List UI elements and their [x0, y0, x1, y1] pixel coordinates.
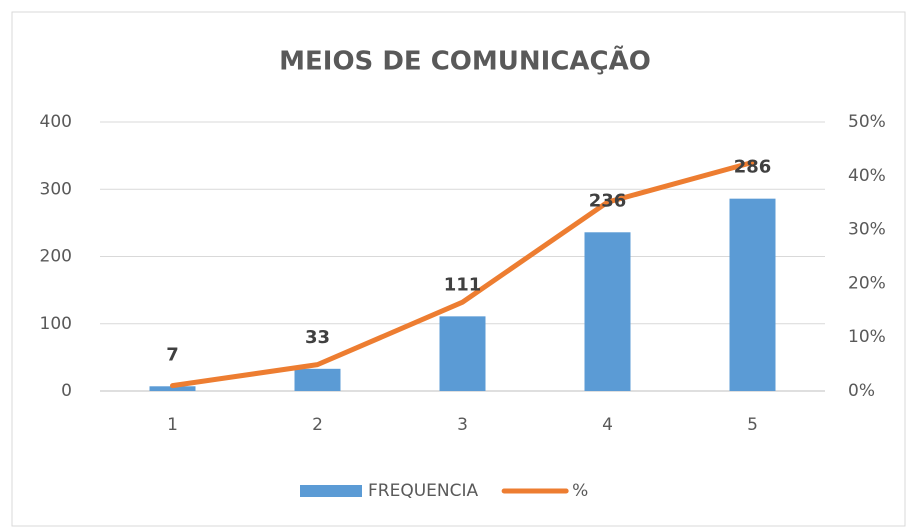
y2-tick-label: 0%	[848, 381, 875, 401]
bar	[729, 198, 776, 391]
legend-swatch	[300, 485, 362, 497]
y-tick-label: 200	[40, 247, 72, 267]
chart-title: MEIOS DE COMUNICAÇÃO	[279, 45, 651, 77]
x-tick-label: 2	[312, 415, 323, 435]
y-tick-label: 0	[61, 381, 72, 401]
x-tick-label: 1	[167, 415, 178, 435]
y-tick-label: 100	[40, 314, 72, 334]
y2-tick-label: 10%	[848, 327, 886, 347]
data-label: 236	[589, 190, 627, 211]
bar	[294, 368, 341, 391]
legend-label: %	[572, 481, 588, 501]
y2-tick-label: 30%	[848, 220, 886, 240]
x-tick-label: 3	[457, 415, 468, 435]
data-label: 111	[444, 274, 482, 295]
y2-tick-label: 40%	[848, 166, 886, 186]
bar	[584, 232, 631, 391]
data-label: 7	[166, 344, 179, 365]
data-label: 33	[305, 327, 330, 348]
data-label: 286	[734, 157, 772, 178]
x-tick-label: 5	[747, 415, 758, 435]
bar	[149, 386, 196, 391]
legend-label: FREQUENCIA	[368, 481, 478, 501]
bar	[439, 316, 486, 391]
line	[170, 159, 755, 389]
y2-tick-label: 20%	[848, 273, 886, 293]
y-tick-label: 400	[40, 112, 72, 132]
x-tick-label: 4	[602, 415, 613, 435]
y2-tick-label: 50%	[848, 112, 886, 132]
y-tick-label: 300	[40, 179, 72, 199]
